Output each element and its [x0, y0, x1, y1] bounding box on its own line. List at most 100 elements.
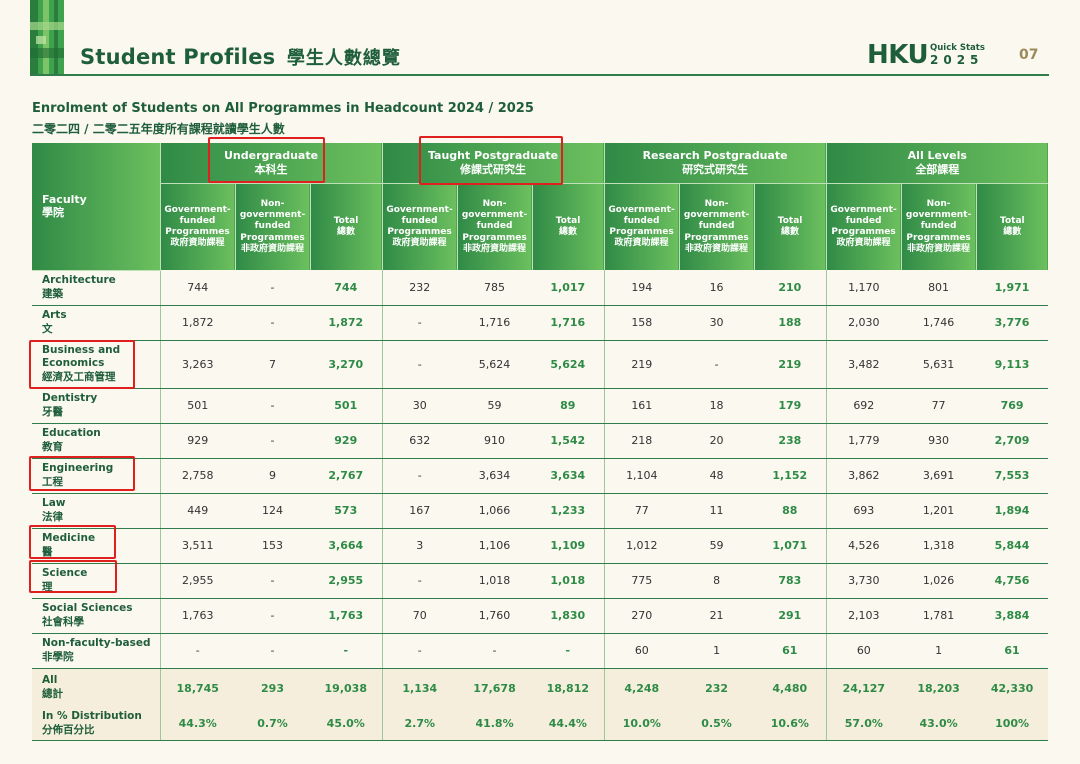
table-row: Arts 文 1,872-1,872-1,716 1,716 158 30 188 2,030…: [32, 305, 1049, 341]
table-row: Social Sciences 社會科學 1,763-1,763 70 1,760 1,8…: [32, 598, 1049, 634]
value-cell: 2,955: [310, 563, 383, 599]
value-cell: 7: [235, 340, 310, 389]
faculty-cell: Business and Economics 經濟及工商管理: [32, 340, 160, 389]
value-cell: -: [381, 563, 458, 599]
page-title: Student Profiles 學生人數總覽: [80, 44, 401, 70]
value-cell: 449: [159, 493, 235, 529]
value-cell: 3,776: [976, 305, 1049, 341]
faculty-cell: Science 理: [32, 563, 160, 599]
faculty-cell: Education 教育: [32, 423, 160, 459]
value-cell: 59: [679, 528, 755, 564]
table-row: In % Distribution 分佈百分比 44.3% 0.7% 45.0% 2.7%…: [32, 707, 1049, 741]
value-cell: 21: [679, 598, 755, 634]
faculty-cell: Architecture 建築: [32, 270, 160, 306]
page-title-en: Student Profiles: [80, 45, 276, 69]
subheader-non-government-funded: Non-government-funded Programmes 非政府資助課程: [456, 183, 533, 270]
value-cell: 18,203: [901, 668, 977, 708]
faculty-header: Faculty 學院: [32, 143, 160, 271]
value-cell: 775: [603, 563, 680, 599]
value-cell: 1,763: [159, 598, 235, 634]
value-cell: 18,745: [159, 668, 235, 708]
value-cell: 88: [754, 493, 827, 529]
value-cell: 219: [603, 340, 680, 389]
value-cell: 1,106: [457, 528, 533, 564]
value-cell: 77: [901, 388, 977, 424]
value-cell: 167: [381, 493, 458, 529]
value-cell: 1,152: [754, 458, 827, 494]
faculty-cell: Medicine 醫: [32, 528, 160, 564]
value-cell: 2.7%: [381, 707, 458, 741]
value-cell: 188: [754, 305, 827, 341]
value-cell: 2,758: [159, 458, 235, 494]
group-header-research-postgraduate: Research Postgraduate 研究式研究生: [603, 143, 827, 184]
value-cell: 1,760: [457, 598, 533, 634]
table-row: Non-faculty-based 非學院 - - - - - -60 1 61 60 1 61: [32, 633, 1049, 669]
value-cell: -: [381, 340, 458, 389]
subheader-non-government-funded: Non-government-funded Programmes 非政府資助課程: [900, 183, 977, 270]
value-cell: 20: [679, 423, 755, 459]
value-cell: 1,542: [532, 423, 605, 459]
value-cell: 1: [679, 633, 755, 669]
value-cell: 18: [679, 388, 755, 424]
faculty-cell: All 總計: [32, 668, 160, 708]
value-cell: 573: [310, 493, 383, 529]
value-cell: 1,716: [532, 305, 605, 341]
value-cell: 5,631: [901, 340, 977, 389]
value-cell: 3,691: [901, 458, 977, 494]
value-cell: -: [532, 633, 605, 669]
value-cell: 2,955: [159, 563, 235, 599]
value-cell: 293: [235, 668, 310, 708]
value-cell: 1,018: [457, 563, 533, 599]
value-cell: 1,872: [159, 305, 235, 341]
value-cell: 291: [754, 598, 827, 634]
table-row: All 總計 18,745 293 19,038 1,134 17,678 18,812 4,2…: [32, 668, 1049, 708]
value-cell: 910: [457, 423, 533, 459]
value-cell: 1,066: [457, 493, 533, 529]
value-cell: 61: [754, 633, 827, 669]
subheader-non-government-funded: Non-government-funded Programmes 非政府資助課程: [234, 183, 310, 270]
value-cell: 19,038: [310, 668, 383, 708]
value-cell: 692: [825, 388, 902, 424]
value-cell: 1,170: [825, 270, 902, 306]
hku-brand: HKU: [867, 40, 929, 70]
table-row: Science 理 2,955-2,955-1,018 1,018 775 8 783 3,7…: [32, 563, 1049, 599]
table-row: Education 教育 929-929 632 910 1,542 218 20 238 1,7…: [32, 423, 1049, 459]
value-cell: 1: [901, 633, 977, 669]
subheader-total: Total 總數: [975, 183, 1049, 270]
value-cell: 24,127: [825, 668, 902, 708]
value-cell: 5,844: [976, 528, 1049, 564]
value-cell: 41.8%: [457, 707, 533, 741]
value-cell: 2,767: [310, 458, 383, 494]
value-cell: 1,746: [901, 305, 977, 341]
page-title-zh: 學生人數總覽: [286, 48, 401, 69]
value-cell: -: [235, 598, 310, 634]
value-cell: 232: [381, 270, 458, 306]
value-cell: 1,233: [532, 493, 605, 529]
value-cell: 158: [603, 305, 680, 341]
value-cell: 3,862: [825, 458, 902, 494]
faculty-cell: Law 法律: [32, 493, 160, 529]
group-header-all-levels: All Levels 全部課程: [825, 143, 1049, 184]
value-cell: 693: [825, 493, 902, 529]
value-cell: 43.0%: [901, 707, 977, 741]
value-cell: 930: [901, 423, 977, 459]
value-cell: 42,330: [976, 668, 1049, 708]
value-cell: 5,624: [532, 340, 605, 389]
header-divider: [30, 74, 1049, 76]
value-cell: -: [381, 305, 458, 341]
value-cell: 3,634: [532, 458, 605, 494]
value-cell: 238: [754, 423, 827, 459]
value-cell: 2,709: [976, 423, 1049, 459]
value-cell: 3,270: [310, 340, 383, 389]
table-row: Engineering 工程 2,758 9 2,767-3,634 3,634 1,104…: [32, 458, 1049, 494]
value-cell: -: [457, 633, 533, 669]
value-cell: -: [235, 633, 310, 669]
value-cell: 744: [310, 270, 383, 306]
year-label: 2025: [930, 53, 984, 67]
value-cell: 929: [159, 423, 235, 459]
value-cell: 10.6%: [754, 707, 827, 741]
value-cell: 1,071: [754, 528, 827, 564]
value-cell: 57.0%: [825, 707, 902, 741]
table-row: Architecture 建築 744-744 232 785 1,017 194 16 210…: [32, 270, 1049, 306]
value-cell: 100%: [976, 707, 1049, 741]
